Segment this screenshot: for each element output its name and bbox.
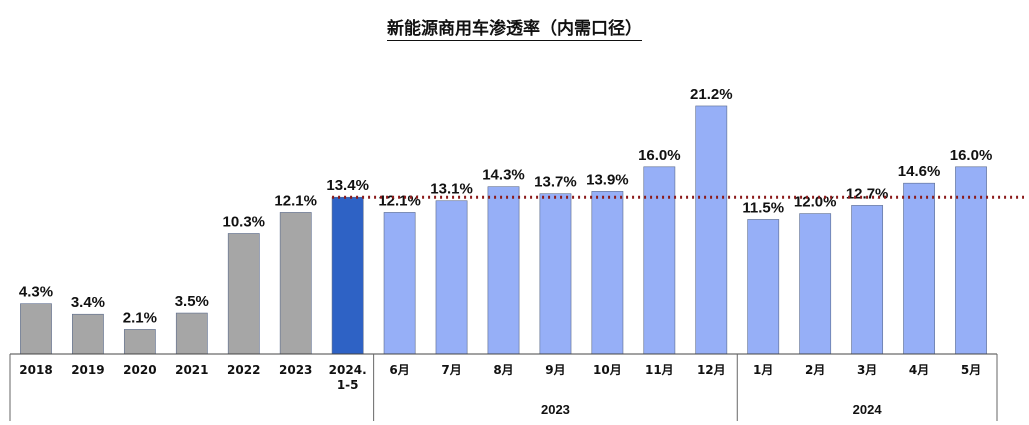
- x-tick-label-9: 8月: [493, 363, 513, 377]
- value-label-2: 2.1%: [123, 309, 157, 326]
- value-label-13: 21.2%: [690, 86, 733, 103]
- x-tick-label-2: 2020: [123, 363, 156, 377]
- x-tick-label-1: 2019: [71, 363, 104, 377]
- value-label-12: 16.0%: [638, 147, 681, 164]
- x-tick-label-3: 2021: [175, 363, 208, 377]
- bar-4: [227, 233, 260, 355]
- x-tick-label-5: 2023: [279, 363, 312, 377]
- value-label-9: 14.3%: [482, 167, 525, 184]
- bar-16: [851, 205, 884, 355]
- value-label-16: 12.7%: [846, 185, 889, 202]
- value-label-3: 3.5%: [175, 293, 209, 310]
- value-label-8: 13.1%: [430, 181, 473, 198]
- chart-title: 新能源商用车渗透率（内需口径）: [387, 19, 642, 41]
- x-tick-label-4: 2022: [227, 363, 260, 377]
- x-tick-label-18: 5月: [961, 363, 981, 377]
- bar-5: [279, 212, 312, 355]
- value-label-0: 4.3%: [19, 284, 53, 301]
- x-tick-label-16: 3月: [857, 363, 877, 377]
- value-label-1: 3.4%: [71, 294, 105, 311]
- bar-12: [643, 166, 676, 355]
- value-label-5: 12.1%: [274, 192, 317, 209]
- group-label-0: 2023: [541, 402, 570, 417]
- value-label-4: 10.3%: [222, 213, 265, 230]
- bar-18: [955, 166, 987, 355]
- bar-3: [175, 312, 208, 355]
- value-label-17: 14.6%: [898, 163, 941, 180]
- x-tick-label-13: 12月: [697, 363, 726, 377]
- value-label-14: 11.5%: [742, 199, 784, 216]
- bar-7: [383, 212, 416, 355]
- bar-11: [591, 191, 624, 355]
- bar-2: [123, 329, 156, 355]
- bar-9: [487, 186, 520, 355]
- bar-14: [747, 219, 780, 355]
- x-tick-label-6: 2024. 1-5: [329, 363, 367, 392]
- x-tick-label-7: 6月: [389, 363, 409, 377]
- x-tick-label-12: 11月: [645, 363, 674, 377]
- bar-17: [903, 182, 935, 355]
- value-label-7: 12.1%: [378, 192, 421, 209]
- x-tick-label-14: 1月: [753, 363, 773, 377]
- value-label-10: 13.7%: [534, 174, 577, 191]
- value-label-6: 13.4%: [326, 177, 369, 194]
- x-tick-label-11: 10月: [593, 363, 622, 377]
- bar-10: [539, 193, 572, 355]
- x-tick-label-15: 2月: [805, 363, 825, 377]
- x-tick-label-10: 9月: [545, 363, 565, 377]
- bar-13: [695, 105, 728, 355]
- bar-6: [331, 196, 364, 355]
- bar-15: [799, 213, 832, 355]
- x-tick-label-0: 2018: [19, 363, 52, 377]
- bar-0: [20, 303, 52, 355]
- bar-1: [72, 313, 104, 355]
- value-label-11: 13.9%: [586, 171, 629, 188]
- x-tick-label-17: 4月: [909, 363, 929, 377]
- x-tick-label-8: 7月: [441, 363, 461, 377]
- value-label-18: 16.0%: [950, 147, 993, 164]
- group-label-1: 2024: [853, 402, 883, 417]
- bar-8: [435, 200, 468, 355]
